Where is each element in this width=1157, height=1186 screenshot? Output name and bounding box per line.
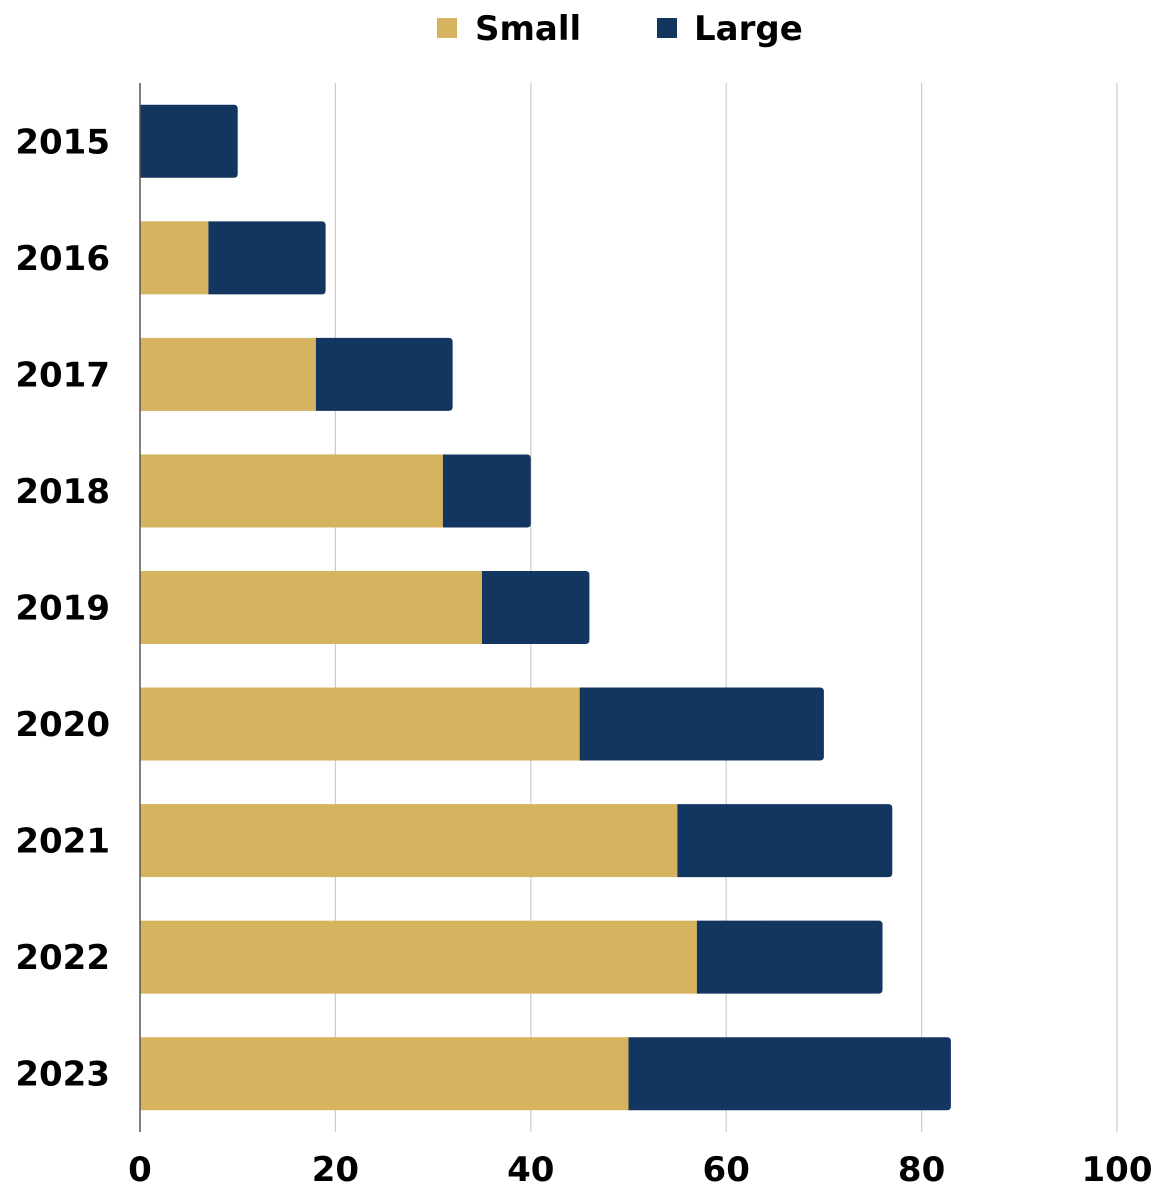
legend-label-large: Large — [694, 9, 803, 49]
category-label-2021: 2021 — [15, 822, 110, 862]
category-label-2019: 2019 — [15, 589, 110, 629]
bar-small-2017 — [140, 337, 316, 411]
x-tick-label-80: 80 — [898, 1150, 945, 1186]
x-tick-label-40: 40 — [507, 1150, 554, 1186]
bar-large-2022 — [696, 920, 883, 994]
bar-large-2021 — [677, 804, 893, 878]
category-label-2018: 2018 — [15, 472, 110, 512]
category-label-2015: 2015 — [15, 122, 110, 162]
x-tick-labels: 0 20 40 60 80 100 — [128, 1150, 1152, 1186]
bar-large-2023 — [628, 1037, 951, 1111]
category-label-2017: 2017 — [15, 355, 110, 395]
bar-large-2018 — [442, 454, 531, 528]
bar-small-2019 — [140, 571, 482, 644]
bar-large-2019 — [481, 571, 590, 644]
legend: Small Large — [437, 9, 803, 49]
bars — [140, 104, 951, 1111]
bar-large-2015 — [140, 104, 238, 178]
category-label-2016: 2016 — [15, 239, 110, 279]
x-tick-label-100: 100 — [1082, 1150, 1153, 1186]
bar-small-2016 — [140, 221, 209, 295]
bar-small-2023 — [140, 1037, 629, 1111]
category-labels: 2015 2016 2017 2018 2019 2020 2021 2022 2023 — [15, 122, 110, 1094]
category-label-2023: 2023 — [15, 1055, 110, 1095]
bar-small-2021 — [140, 804, 678, 878]
legend-swatch-small — [437, 18, 457, 38]
category-label-2020: 2020 — [15, 705, 110, 745]
bar-large-2020 — [579, 687, 824, 761]
x-tick-label-60: 60 — [703, 1150, 750, 1186]
x-tick-label-0: 0 — [128, 1150, 152, 1186]
bar-small-2022 — [140, 920, 697, 994]
legend-swatch-large — [657, 18, 677, 38]
legend-label-small: Small — [475, 9, 581, 49]
category-label-2022: 2022 — [15, 938, 110, 978]
bar-small-2020 — [140, 687, 580, 761]
bar-large-2017 — [315, 337, 453, 411]
x-tick-label-20: 20 — [312, 1150, 359, 1186]
bar-large-2016 — [208, 221, 326, 295]
bar-small-2018 — [140, 454, 443, 528]
